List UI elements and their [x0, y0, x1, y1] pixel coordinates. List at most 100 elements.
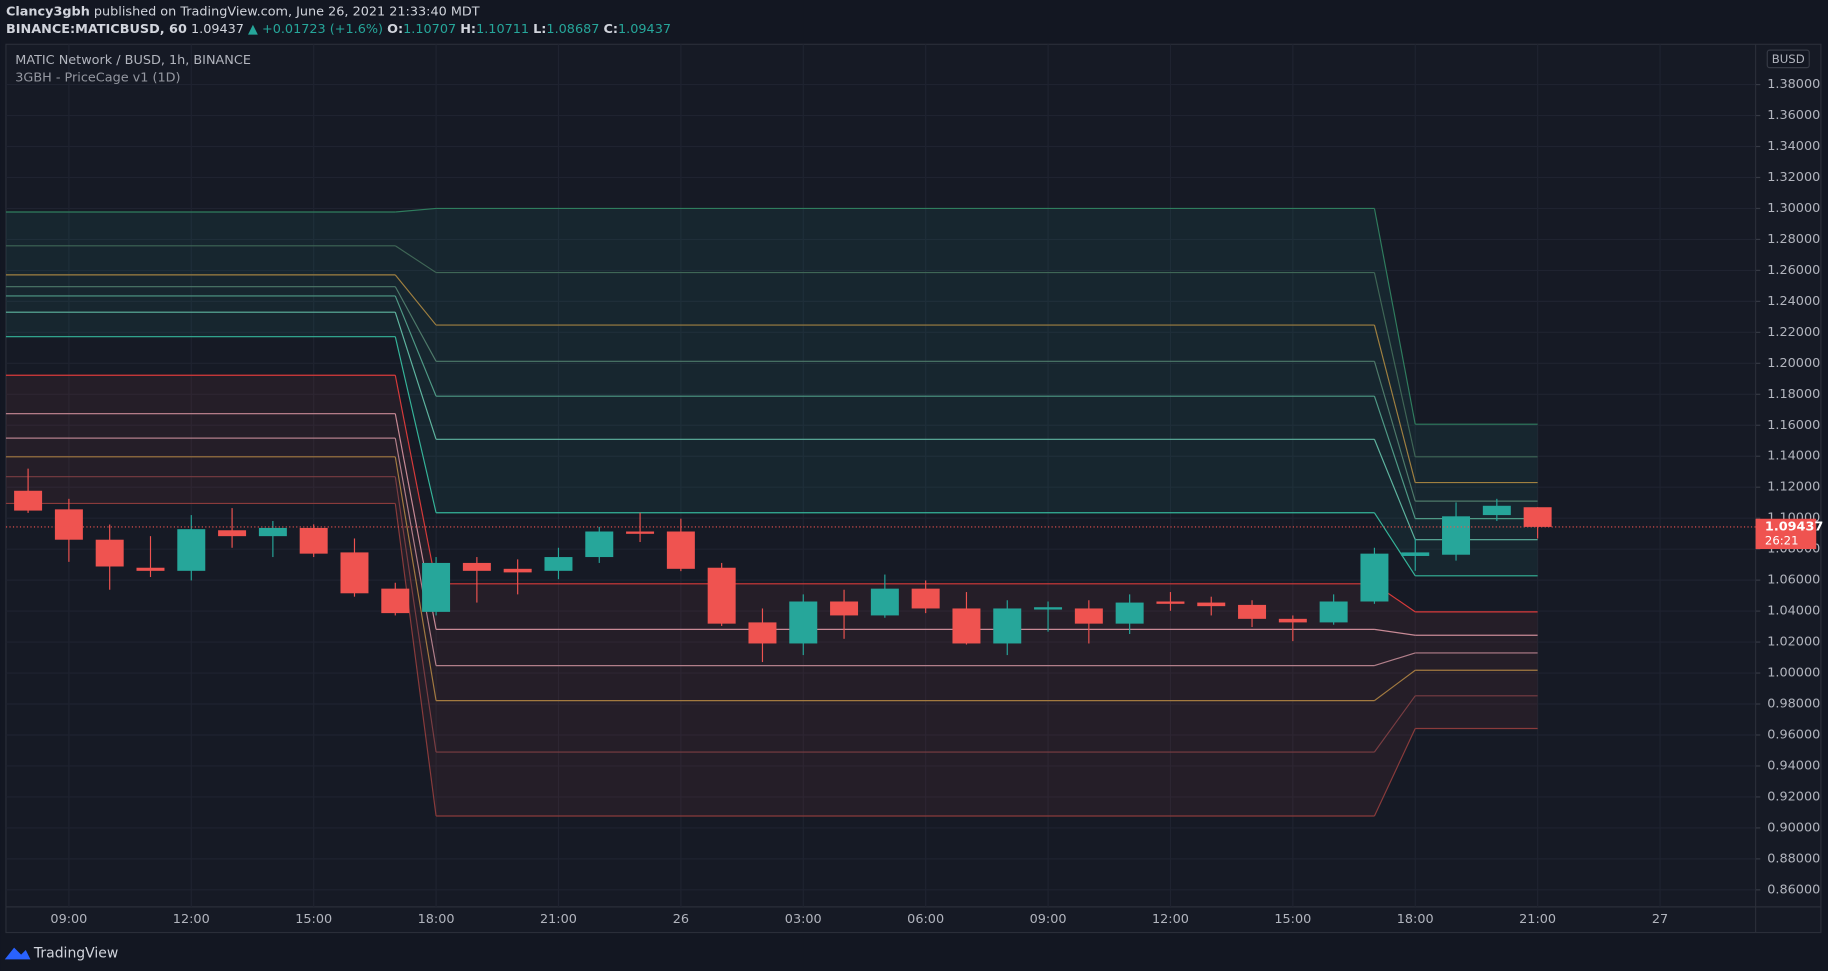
cage-transition	[394, 295, 437, 397]
x-tick-label: 21:00	[1519, 912, 1556, 927]
y-tick-label: 1.12000	[1767, 480, 1820, 495]
x-tick-label: 06:00	[907, 912, 944, 927]
l-label: L:	[533, 22, 546, 37]
candle-body	[1401, 552, 1430, 556]
candle-body	[626, 531, 655, 534]
candle-body	[1156, 601, 1185, 604]
cage-transition	[395, 207, 437, 213]
candle-body	[993, 608, 1022, 644]
y-tick-label: 0.94000	[1767, 758, 1820, 773]
last-price-box	[1755, 518, 1817, 550]
y-tick-label: 1.20000	[1767, 356, 1820, 371]
y-tick-label: 0.98000	[1767, 697, 1820, 712]
cage-transition	[1373, 208, 1416, 425]
y-tick-label: 1.32000	[1767, 170, 1820, 185]
y-tick-label: 0.90000	[1767, 820, 1820, 835]
candle-body	[830, 601, 859, 616]
candle-body	[666, 531, 695, 569]
candle-body	[177, 529, 206, 571]
candle-body	[707, 567, 736, 624]
o-label: O:	[387, 22, 403, 37]
cage-transition	[394, 245, 437, 274]
header-line-1: Clancy3gbh published on TradingView.com,…	[6, 4, 480, 19]
brand-logo	[4, 947, 31, 960]
cage-transition	[394, 286, 437, 362]
zones	[5, 208, 1538, 816]
cage-transition	[1373, 272, 1416, 457]
published: published on TradingView.com, June 26, 2…	[94, 4, 480, 19]
x-tick-label: 27	[1652, 912, 1668, 927]
cage-transition	[394, 438, 437, 666]
candle-body	[1319, 601, 1348, 623]
zone-fill	[5, 208, 1538, 576]
y-tick-label: 1.14000	[1767, 449, 1820, 464]
candle-body	[381, 588, 410, 614]
cage-transition	[394, 503, 437, 817]
y-tick-label: 1.24000	[1767, 294, 1820, 309]
y-tick-label: 1.18000	[1767, 387, 1820, 402]
candle-body	[911, 588, 940, 609]
candle-body	[1442, 516, 1471, 555]
y-tick-label: 1.38000	[1767, 77, 1820, 92]
cage-transition	[1373, 728, 1416, 817]
x-tick-label: 18:00	[1397, 912, 1434, 927]
candle-body	[503, 568, 532, 573]
candle-body	[1197, 602, 1226, 607]
x-tick-label: 15:00	[295, 912, 332, 927]
cage-transition	[1373, 395, 1416, 519]
candle-body	[422, 562, 451, 612]
cage-transition	[394, 476, 437, 753]
candle-body	[95, 539, 124, 567]
y-tick-label: 0.96000	[1767, 727, 1820, 742]
author: Clancy3gbh	[6, 4, 90, 19]
y-tick-label: 1.04000	[1767, 604, 1820, 619]
cage-transition	[1374, 628, 1416, 636]
cage-transition	[394, 375, 437, 584]
candle-body	[340, 552, 369, 594]
x-tick-label: 09:00	[50, 912, 87, 927]
y-tick-label: 1.28000	[1767, 232, 1820, 247]
candle-body	[54, 509, 83, 540]
currency[interactable]: BUSD	[1772, 52, 1805, 66]
x-tick-label: 09:00	[1030, 912, 1067, 927]
cage-transition	[1374, 652, 1416, 667]
cage-transition	[394, 336, 437, 513]
candle-body	[585, 531, 614, 558]
candle-body	[14, 490, 43, 511]
candle-body	[299, 527, 328, 554]
currency-badge[interactable]	[1766, 49, 1810, 69]
candle-body	[789, 601, 818, 644]
candle-body	[952, 608, 981, 644]
cage-transition	[1373, 361, 1416, 502]
y-tick-label: 0.92000	[1767, 789, 1820, 804]
cage-transition	[1373, 695, 1416, 753]
brand[interactable]: TradingView	[33, 946, 118, 962]
y-tick-label: 1.00000	[1767, 666, 1820, 681]
y-tick-label: 1.02000	[1767, 635, 1820, 650]
chart-panel	[5, 43, 1822, 934]
price: 1.09437	[191, 22, 244, 37]
cage-transition	[394, 274, 437, 326]
grid	[5, 44, 1756, 907]
candle-body	[1115, 602, 1144, 624]
cage-transition	[1373, 324, 1416, 483]
x-tick-label: 18:00	[418, 912, 455, 927]
last-price-label: 1.09437	[1765, 519, 1823, 534]
x-tick-label: 15:00	[1274, 912, 1311, 927]
x-tick-label: 26	[673, 912, 689, 927]
y-tick-label: 1.06000	[1767, 573, 1820, 588]
h: 1.10711	[476, 22, 529, 37]
candle-body	[1238, 604, 1267, 619]
cage-transition	[394, 456, 437, 701]
y-tick-label: 1.34000	[1767, 139, 1820, 154]
candle-body	[748, 622, 777, 644]
candle-body	[462, 562, 491, 571]
candle-body	[1360, 553, 1389, 602]
zone-fill	[5, 375, 1538, 816]
price-cage	[5, 207, 1538, 817]
y-tick-label: 1.30000	[1767, 201, 1820, 216]
c: 1.09437	[618, 22, 671, 37]
y-tick-label: 1.16000	[1767, 418, 1820, 433]
